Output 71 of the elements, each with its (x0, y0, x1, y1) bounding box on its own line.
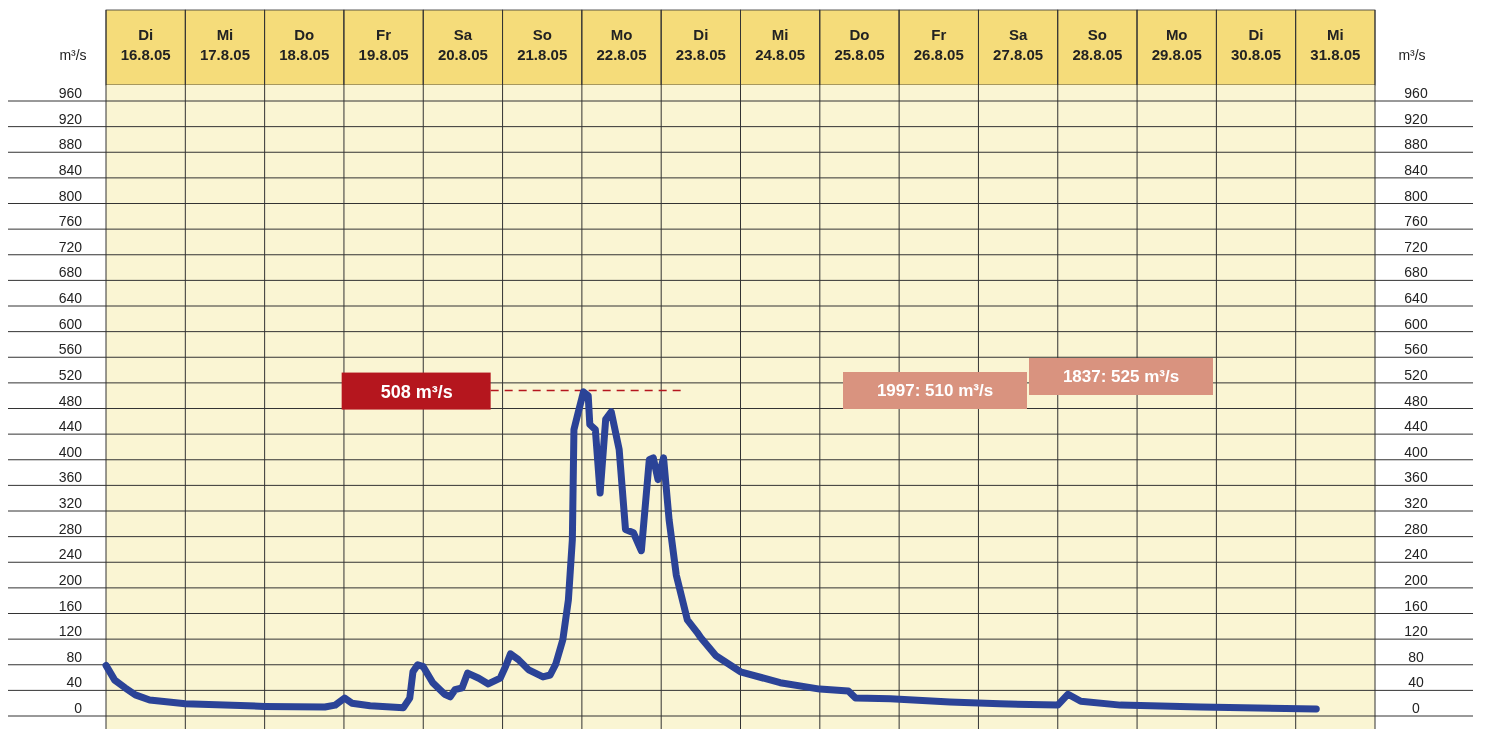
x-tick-label: Mi 31.8.05 (1310, 26, 1361, 63)
y-tick-label: 160 (58, 597, 83, 614)
y2-tick-label: 800 (1404, 187, 1428, 204)
y2-tick-label: 80 (1408, 648, 1424, 665)
y-tick-label: 480 (58, 392, 83, 409)
x-tick-label: Fr 26.8.05 (913, 26, 964, 63)
y-tick-label: 960 (58, 85, 83, 102)
y2-tick-label: 0 (1412, 700, 1421, 716)
y-tick-label: 720 (58, 238, 83, 255)
y-axis-title: m³/s (59, 47, 87, 63)
annotation: 1997: 510 m³/s (876, 381, 994, 400)
x-tick-label: So 21.8.05 (517, 26, 568, 63)
x-tick-label: Sa 20.8.05 (437, 26, 488, 63)
y-tick-label: 80 (66, 648, 83, 665)
x-tick-label: Mi 17.8.05 (199, 26, 250, 63)
x-tick-label: Mo 22.8.05 (596, 26, 647, 63)
y2-axis-title: m³/s (1398, 47, 1426, 63)
y-tick-label: 200 (58, 571, 83, 588)
x-tick-label: Sa 27.8.05 (993, 26, 1044, 63)
y-tick-label: 640 (58, 290, 83, 307)
y-tick-label: 560 (58, 341, 83, 358)
y2-tick-label: 160 (1404, 597, 1428, 614)
y-tick-label: 800 (58, 187, 83, 204)
y2-tick-label: 720 (1404, 238, 1428, 255)
y-tick-label: 400 (58, 443, 83, 460)
y2-tick-label: 200 (1404, 571, 1428, 588)
y-tick-label: 360 (58, 469, 83, 486)
y2-tick-label: 280 (1404, 520, 1428, 537)
x-tick-label: Do 25.8.05 (834, 26, 885, 63)
y2-tick-label: 960 (1404, 85, 1428, 102)
y2-tick-label: 360 (1404, 469, 1428, 486)
y2-tick-label: 840 (1404, 161, 1428, 178)
y2-tick-label: 520 (1404, 366, 1428, 383)
x-tick-label: Di 30.8.05 (1231, 26, 1282, 63)
y-tick-label: 280 (58, 520, 83, 537)
y2-tick-label: 760 (1404, 213, 1428, 230)
y-tick-label: 880 (58, 136, 83, 153)
x-tick-label: So 28.8.05 (1072, 26, 1123, 63)
y-tick-label: 920 (58, 110, 83, 127)
y2-tick-label: 120 (1404, 623, 1428, 640)
y2-tick-label: 320 (1404, 495, 1428, 512)
y2-tick-label: 600 (1404, 315, 1428, 332)
y-tick-label: 240 (58, 546, 83, 563)
y2-tick-label: 560 (1404, 341, 1428, 358)
y-tick-label: 680 (58, 264, 83, 281)
ref-line-label: 508 m³/s (380, 381, 453, 402)
y2-tick-label: 880 (1404, 136, 1428, 153)
y-tick-label: 120 (58, 623, 83, 640)
y2-tick-label: 440 (1404, 418, 1428, 435)
y-tick-label: 520 (58, 366, 83, 383)
y2-tick-label: 640 (1404, 290, 1428, 307)
y2-tick-label: 400 (1404, 443, 1428, 460)
x-tick-label: Mo 29.8.05 (1151, 26, 1202, 63)
y2-tick-label: 480 (1404, 392, 1428, 409)
y-tick-label: 840 (58, 161, 83, 178)
y2-tick-label: 40 (1408, 674, 1424, 691)
x-tick-label: Do 18.8.05 (279, 26, 330, 63)
y2-tick-label: 240 (1404, 546, 1428, 563)
y-tick-label: 440 (58, 418, 83, 435)
x-tick-label: Di 16.8.05 (120, 26, 171, 63)
x-tick-label: Mi 24.8.05 (755, 26, 806, 63)
annotation: 1837: 525 m³/s (1062, 367, 1180, 386)
x-tick-label: Di 23.8.05 (675, 26, 726, 63)
y2-tick-label: 920 (1404, 110, 1428, 127)
x-tick-label: Fr 19.8.05 (358, 26, 409, 63)
y-tick-label: 760 (58, 213, 83, 230)
y-tick-label: 0 (74, 700, 83, 716)
y-tick-label: 320 (58, 495, 83, 512)
y2-tick-label: 680 (1404, 264, 1428, 281)
y-tick-label: 40 (66, 674, 83, 691)
y-tick-label: 600 (58, 315, 83, 332)
